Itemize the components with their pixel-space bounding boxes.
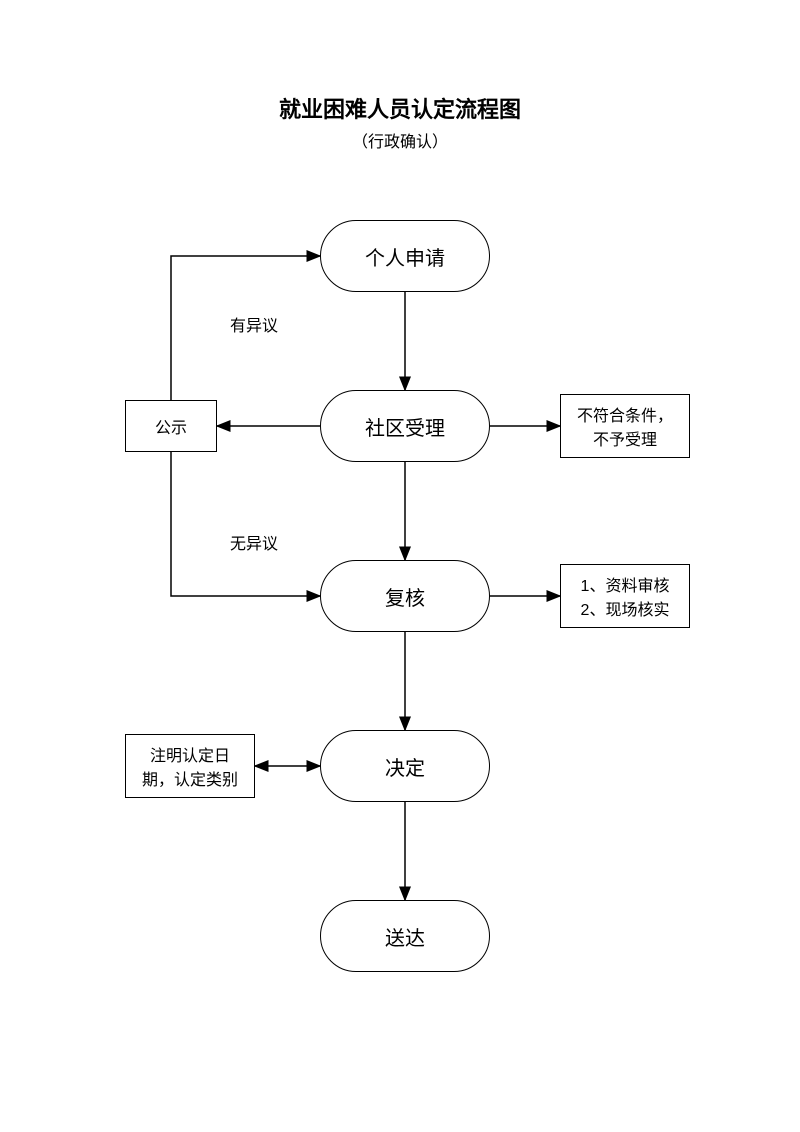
flowchart-node-check: 1、资料审核 2、现场核实 — [560, 564, 690, 628]
flowchart-node-apply: 个人申请 — [320, 220, 490, 292]
flowchart-node-notice: 公示 — [125, 400, 217, 452]
edge-notice-review — [171, 452, 320, 596]
flowchart-node-note: 注明认定日 期，认定类别 — [125, 734, 255, 798]
flowchart-node-reject: 不符合条件， 不予受理 — [560, 394, 690, 458]
flowchart-node-review: 复核 — [320, 560, 490, 632]
flowchart-label-noobjection: 无异议 — [230, 530, 278, 554]
flowchart-node-deliver: 送达 — [320, 900, 490, 972]
flowchart-node-decide: 决定 — [320, 730, 490, 802]
flowchart-label-objection: 有异议 — [230, 312, 278, 336]
flowchart-node-accept: 社区受理 — [320, 390, 490, 462]
